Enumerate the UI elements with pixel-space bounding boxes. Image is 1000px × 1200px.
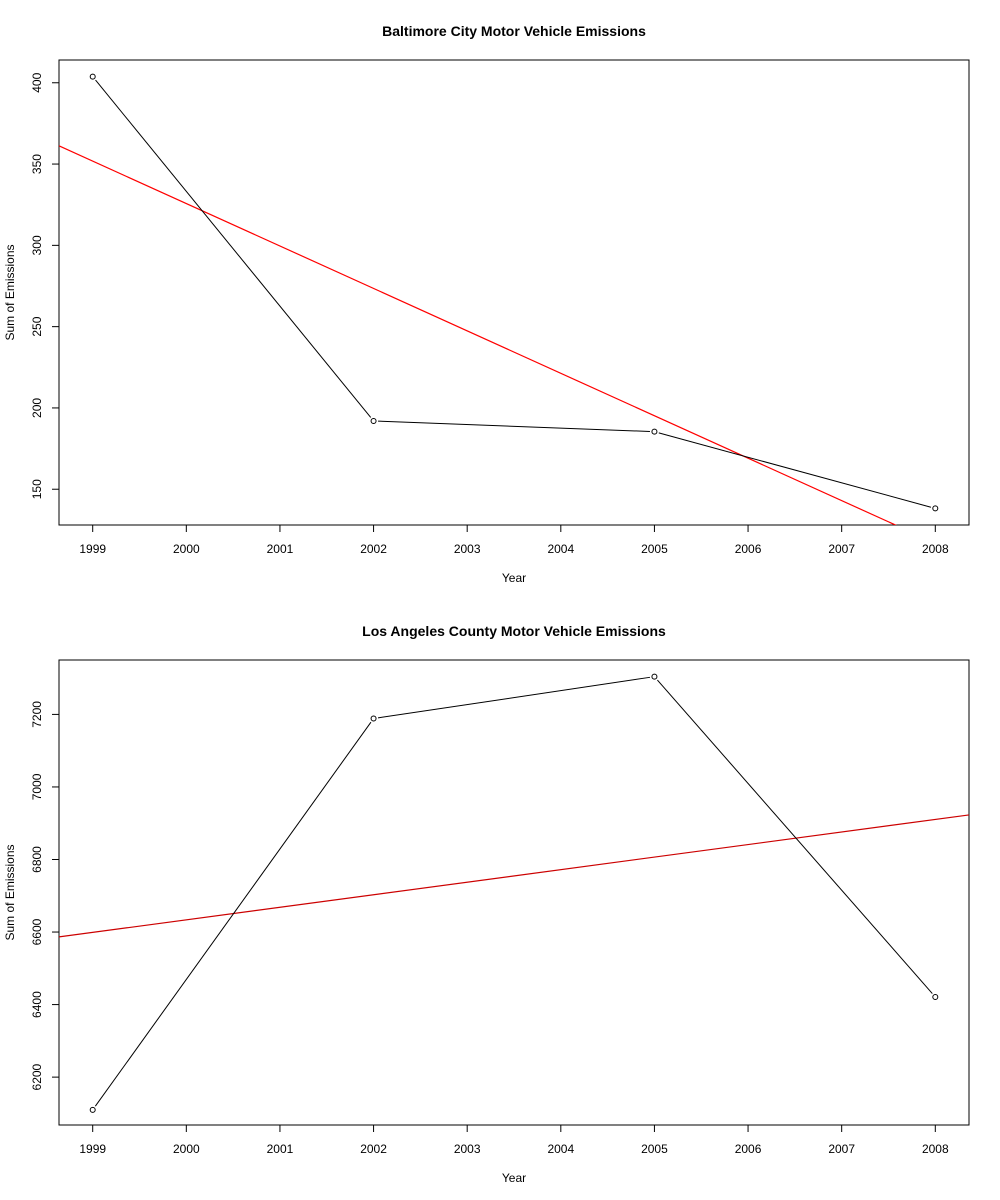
x-axis-label: Year	[502, 1171, 526, 1185]
y-axis-label: Sum of Emissions	[3, 844, 17, 940]
x-tick-label: 2000	[173, 1142, 200, 1156]
series-line-segment	[657, 679, 933, 994]
x-tick-label: 2006	[735, 542, 762, 556]
x-axis-label: Year	[502, 571, 526, 585]
x-tick-label: 2007	[828, 542, 855, 556]
x-tick-label: 1999	[79, 542, 106, 556]
baltimore-chart-panel: Baltimore City Motor Vehicle Emissions Y…	[3, 23, 970, 585]
plot-frame	[58, 59, 970, 526]
data-point	[89, 1106, 96, 1113]
y-tick-label: 300	[30, 235, 44, 255]
x-tick-label: 2002	[360, 1142, 387, 1156]
x-tick-label: 2003	[454, 542, 481, 556]
y-tick-label: 6800	[30, 846, 44, 873]
x-tick-label: 2001	[267, 542, 294, 556]
data-point	[932, 993, 939, 1000]
y-tick-label: 6600	[30, 918, 44, 945]
x-tick-label: 2005	[641, 1142, 668, 1156]
x-tick-label: 2003	[454, 1142, 481, 1156]
y-tick-label: 250	[30, 316, 44, 336]
data-point	[89, 73, 96, 80]
plot-frame	[58, 659, 970, 1126]
series-line-segment	[95, 79, 372, 418]
data-point	[651, 673, 658, 680]
y-tick-label: 7000	[30, 773, 44, 800]
chart-title: Los Angeles County Motor Vehicle Emissio…	[362, 623, 666, 639]
x-tick-label: 2004	[547, 1142, 574, 1156]
series-line-segment	[377, 676, 651, 719]
chart-title: Baltimore City Motor Vehicle Emissions	[382, 23, 646, 39]
y-tick-label: 400	[30, 72, 44, 92]
trend-line	[59, 814, 969, 938]
y-tick-label: 7200	[30, 701, 44, 728]
los-angeles-chart-panel: Los Angeles County Motor Vehicle Emissio…	[3, 623, 970, 1185]
series-line-segment	[658, 432, 932, 508]
x-tick-label: 2008	[922, 542, 949, 556]
data-point	[370, 715, 377, 722]
x-tick-label: 2004	[547, 542, 574, 556]
x-tick-label: 2007	[828, 1142, 855, 1156]
y-tick-label: 6200	[30, 1063, 44, 1090]
data-point	[932, 505, 939, 512]
data-point	[651, 428, 658, 435]
series-line-segment	[94, 721, 372, 1107]
data-point	[370, 417, 377, 424]
x-tick-label: 2000	[173, 542, 200, 556]
y-tick-label: 200	[30, 398, 44, 418]
x-tick-label: 1999	[79, 1142, 106, 1156]
x-tick-label: 2001	[267, 1142, 294, 1156]
x-tick-label: 2002	[360, 542, 387, 556]
y-tick-label: 150	[30, 479, 44, 499]
y-axis-label: Sum of Emissions	[3, 244, 17, 340]
series-line-segment	[378, 420, 650, 433]
trend-line	[59, 145, 897, 525]
x-tick-label: 2005	[641, 542, 668, 556]
x-tick-label: 2006	[735, 1142, 762, 1156]
x-tick-label: 2008	[922, 1142, 949, 1156]
y-tick-label: 6400	[30, 991, 44, 1018]
y-tick-label: 350	[30, 154, 44, 174]
